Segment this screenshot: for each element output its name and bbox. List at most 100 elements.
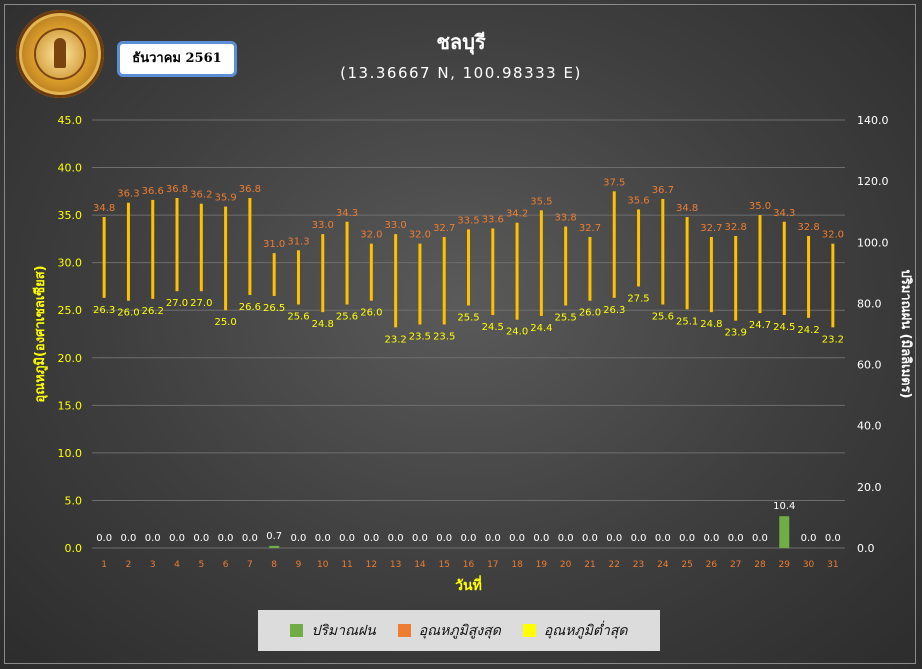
y-left-tick-label: 10.0: [58, 447, 83, 460]
y-right-tick-label: 20.0: [857, 481, 882, 494]
x-tick-label: 27: [730, 560, 741, 570]
seal-figure: [54, 38, 66, 68]
rain-data-label: 0.0: [315, 533, 331, 544]
temp-range-bar: [758, 215, 762, 314]
min-temp-data-label: 24.2: [797, 325, 819, 336]
max-temp-data-label: 32.7: [579, 223, 601, 234]
max-temp-data-label: 32.8: [725, 222, 747, 233]
temp-range-bar: [515, 222, 519, 320]
temp-range-bar: [418, 243, 422, 325]
rain-data-label: 0.0: [412, 533, 428, 544]
y-left-tick-label: 30.0: [58, 257, 83, 270]
rain-data-label: 0.0: [801, 533, 817, 544]
min-temp-data-label: 26.0: [117, 308, 139, 319]
max-temp-data-label: 33.8: [555, 213, 577, 224]
x-tick-label: 30: [803, 560, 815, 570]
y-left-tick-label: 15.0: [58, 399, 83, 412]
min-temp-data-label: 23.5: [433, 331, 455, 342]
x-tick-label: 2: [126, 560, 132, 570]
temp-range-bar: [394, 234, 398, 328]
date-label: ธันวาคม 2561: [132, 51, 222, 66]
temp-range-bar: [807, 236, 811, 318]
max-temp-data-label: 34.3: [773, 208, 795, 219]
y-right-tick-label: 80.0: [857, 297, 882, 310]
rain-data-label: 0.0: [461, 533, 477, 544]
max-temp-data-label: 36.8: [166, 184, 188, 195]
temp-range-bar: [588, 236, 592, 301]
temp-range-bar: [467, 229, 470, 306]
temp-range-bar: [151, 199, 155, 299]
rain-data-label: 0.0: [388, 533, 404, 544]
legend-swatch-max-temp: [397, 624, 411, 637]
y-right-axis-title: ปริมาณฝน (มิลลิเมตร): [898, 269, 913, 398]
rain-data-label: 0.0: [582, 533, 598, 544]
x-tick-label: 21: [584, 560, 595, 570]
x-tick-label: 13: [390, 560, 401, 570]
max-temp-data-label: 35.0: [749, 201, 771, 212]
min-temp-data-label: 25.6: [287, 312, 309, 323]
x-tick-label: 11: [341, 560, 352, 570]
max-temp-data-label: 37.5: [603, 177, 625, 188]
x-tick-label: 6: [223, 560, 229, 570]
y-left-tick-label: 35.0: [58, 209, 83, 222]
min-temp-data-label: 26.3: [603, 305, 625, 316]
max-temp-data-label: 34.2: [506, 209, 528, 220]
chart-title: ชลบุรี: [436, 30, 486, 54]
rain-data-label: 0.0: [655, 533, 671, 544]
rain-data-label: 0.7: [266, 531, 282, 542]
min-temp-data-label: 24.4: [530, 323, 552, 334]
min-temp-data-label: 26.3: [93, 305, 115, 316]
max-temp-data-label: 34.8: [676, 203, 698, 214]
rain-data-label: 0.0: [242, 533, 258, 544]
y-left-tick-label: 45.0: [58, 114, 83, 127]
rain-data-label: 0.0: [606, 533, 622, 544]
min-temp-data-label: 26.6: [239, 302, 261, 313]
min-temp-data-label: 25.5: [555, 312, 577, 323]
y-left-tick-label: 20.0: [58, 352, 83, 365]
x-tick-label: 23: [633, 560, 644, 570]
temp-range-bar: [272, 253, 276, 296]
max-temp-data-label: 36.8: [239, 184, 261, 195]
temp-range-bar: [345, 221, 349, 305]
rain-data-label: 0.0: [218, 533, 234, 544]
rain-data-label: 0.0: [169, 533, 185, 544]
x-tick-label: 25: [681, 560, 692, 570]
min-temp-data-label: 23.5: [409, 331, 431, 342]
rain-bar: [269, 545, 280, 548]
x-tick-label: 8: [271, 560, 277, 570]
x-tick-label: 31: [827, 560, 838, 570]
min-temp-data-label: 24.8: [312, 319, 334, 330]
max-temp-data-label: 33.6: [482, 214, 504, 225]
min-temp-data-label: 27.5: [627, 293, 649, 304]
max-temp-data-label: 34.3: [336, 208, 358, 219]
x-tick-label: 14: [414, 560, 426, 570]
y-right-tick-label: 120.0: [857, 175, 889, 188]
min-temp-data-label: 26.2: [142, 306, 164, 317]
rain-data-label: 0.0: [436, 533, 452, 544]
max-temp-data-label: 36.2: [190, 190, 212, 201]
rain-data-label: 0.0: [363, 533, 379, 544]
min-temp-data-label: 26.0: [360, 308, 382, 319]
max-temp-data-label: 35.5: [530, 196, 552, 207]
temp-range-bar: [637, 209, 641, 287]
max-temp-data-label: 32.7: [433, 223, 455, 234]
x-tick-label: 19: [536, 560, 548, 570]
temp-range-bar: [685, 217, 689, 310]
temp-range-bar: [442, 236, 446, 325]
max-temp-data-label: 32.8: [797, 222, 819, 233]
min-temp-data-label: 24.8: [700, 319, 722, 330]
temp-range-bar: [175, 197, 179, 292]
chart-frame: [4, 4, 916, 664]
y-right-tick-label: 0.0: [857, 542, 875, 555]
min-temp-data-label: 24.7: [749, 320, 771, 331]
legend-item-rain: ปริมาณฝน: [290, 620, 376, 642]
x-tick-label: 28: [754, 560, 766, 570]
max-temp-data-label: 36.6: [142, 186, 164, 197]
temp-range-bar: [564, 226, 568, 306]
x-tick-label: 1: [101, 560, 107, 570]
rain-data-label: 10.4: [773, 501, 795, 512]
y-left-tick-label: 40.0: [58, 162, 83, 175]
min-temp-data-label: 25.6: [652, 312, 674, 323]
rain-data-label: 0.0: [120, 533, 136, 544]
max-temp-data-label: 31.3: [287, 236, 309, 247]
